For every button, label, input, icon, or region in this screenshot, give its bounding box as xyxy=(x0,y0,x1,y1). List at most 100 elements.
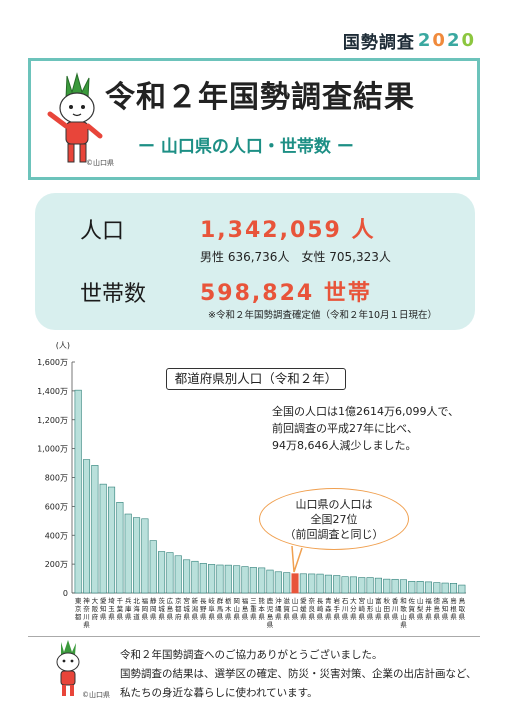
chart-bar xyxy=(149,540,157,594)
chart-bar xyxy=(366,577,374,594)
chart-bar xyxy=(183,559,191,594)
footer-message: 令和２年国勢調査へのご協力ありがとうございました。 国勢調査の結果は、選挙区の確… xyxy=(120,646,490,703)
chart-bar xyxy=(324,574,332,594)
brand-year-digit: 2 xyxy=(417,30,432,51)
chart-bar xyxy=(216,564,224,594)
chart-bar xyxy=(349,576,357,594)
chart-bar xyxy=(399,579,407,594)
chart-bar xyxy=(241,566,249,594)
chart-bar xyxy=(449,583,458,594)
mascot-small xyxy=(56,640,80,696)
y-tick-label: 1,000万 xyxy=(37,445,68,454)
chart-bar xyxy=(333,575,341,594)
chart-note-line: 前回調査の平成27年に比べ、 xyxy=(272,422,418,435)
chart-bar xyxy=(82,459,91,594)
x-tick-label: 埼玉県 xyxy=(108,596,115,621)
y-tick-label: 600万 xyxy=(45,502,68,511)
households-value: 598,824 世帯 xyxy=(200,281,372,306)
population-value: 1,342,059 人 xyxy=(200,218,376,243)
x-tick-label: 大分県 xyxy=(350,596,357,621)
chart-bar xyxy=(291,573,299,594)
chart-bar xyxy=(158,551,166,594)
copyright-mark: ©山口県 xyxy=(82,691,110,699)
callout-line: （前回調査と同じ） xyxy=(284,528,384,541)
chart-bar xyxy=(433,582,441,594)
x-tick-label: 鹿児島県 xyxy=(267,596,274,628)
chart-bar xyxy=(266,569,274,594)
x-tick-label: 滋賀県 xyxy=(283,596,290,621)
chart-bar xyxy=(174,555,182,594)
chart-bar xyxy=(99,483,107,594)
y-tick-label: 400万 xyxy=(45,531,68,540)
chart-bar xyxy=(224,564,232,594)
y-tick-label: 200万 xyxy=(45,560,68,569)
chart-bar xyxy=(208,564,216,594)
chart-bar xyxy=(191,560,199,594)
chart-bar xyxy=(424,581,433,594)
chart-bar xyxy=(358,577,366,594)
chart-bar xyxy=(274,571,282,594)
chart-bar xyxy=(458,584,466,594)
y-tick-label: 1,200万 xyxy=(37,416,68,425)
x-tick-label: 青森県 xyxy=(325,596,332,621)
x-tick-label: 秋田県 xyxy=(384,596,391,621)
chart-bar xyxy=(233,565,241,594)
x-tick-label: 静岡県 xyxy=(150,596,157,621)
x-tick-label: 愛媛県 xyxy=(300,596,307,621)
x-tick-label: 岡山県 xyxy=(233,597,240,621)
x-tick-label: 福島県 xyxy=(242,596,249,621)
chart-note: 全国の人口は1億2614万6,099人で、 前回調査の平成27年に比べ、 94万… xyxy=(272,403,482,454)
brand-year-digit: 2 xyxy=(446,30,461,51)
stats-panel xyxy=(35,193,475,330)
x-tick-label: 東京都 xyxy=(75,596,82,621)
chart-bar xyxy=(308,573,316,594)
x-tick-label: 神奈川県 xyxy=(83,596,90,628)
chart-title: 都道府県別人口（令和２年） xyxy=(166,368,346,390)
x-tick-label: 山形県 xyxy=(367,596,374,621)
callout-line: 山口県の人口は xyxy=(295,498,373,511)
brand-year-digit: 0 xyxy=(461,30,475,51)
chart-bar xyxy=(258,567,266,594)
x-tick-label: 奈良県 xyxy=(308,596,315,621)
footer-divider xyxy=(28,636,480,637)
chart-bar xyxy=(124,513,132,594)
x-tick-label: 鳥取県 xyxy=(459,596,466,621)
chart-bar xyxy=(249,567,257,594)
x-tick-label: 山梨県 xyxy=(417,596,424,621)
x-tick-label: 京都府 xyxy=(175,596,182,621)
chart-note-line: 全国の人口は1億2614万6,099人で、 xyxy=(272,405,460,418)
chart-bar xyxy=(374,577,382,594)
x-tick-label: 徳島県 xyxy=(434,596,441,621)
x-tick-label: 沖縄県 xyxy=(275,596,282,621)
chart-bar xyxy=(91,465,99,594)
chart-bar xyxy=(107,486,116,594)
chart-bar xyxy=(408,581,416,594)
callout-line: 全国27位 xyxy=(310,513,358,526)
prefecture-population-chart: (人) 0 200万 400万 600万 800万 1,000万 1,200万 1,400万 1,… xyxy=(37,341,466,628)
chart-bar xyxy=(116,502,124,594)
chart-bar xyxy=(299,573,307,594)
footer-line: 国勢調査の結果は、選挙区の確定、防災・災害対策、企業の出店計画など、 xyxy=(120,668,477,680)
x-tick-label: 北海道 xyxy=(133,597,140,621)
page-title: 令和２年国勢調査結果 xyxy=(105,80,415,115)
chart-bar xyxy=(391,578,399,594)
chart-bar xyxy=(341,576,349,594)
callout-pointer xyxy=(291,546,303,573)
chart-bar xyxy=(141,518,149,594)
mascot-illustration xyxy=(47,72,103,163)
population-label: 人口 xyxy=(80,219,125,244)
chart-bar xyxy=(416,581,424,594)
title-frame xyxy=(28,58,480,180)
brand-year-digit: 0 xyxy=(432,30,446,51)
chart-bar xyxy=(199,563,207,594)
copyright-mark: ©山口県 xyxy=(86,159,114,167)
x-tick-label: 三重県 xyxy=(250,597,257,621)
y-tick-label: 1,400万 xyxy=(37,387,68,396)
x-tick-label: 茨城県 xyxy=(158,596,165,621)
chart-bar xyxy=(441,582,449,594)
page-subtitle: ー 山口県の人口・世帯数 ー xyxy=(138,137,354,157)
x-tick-label: 佐賀県 xyxy=(409,596,416,621)
x-tick-label: 長野県 xyxy=(200,597,207,621)
chart-note-line: 94万8,646人減少しました。 xyxy=(272,439,417,452)
brand-label: 国勢調査 xyxy=(342,33,415,53)
